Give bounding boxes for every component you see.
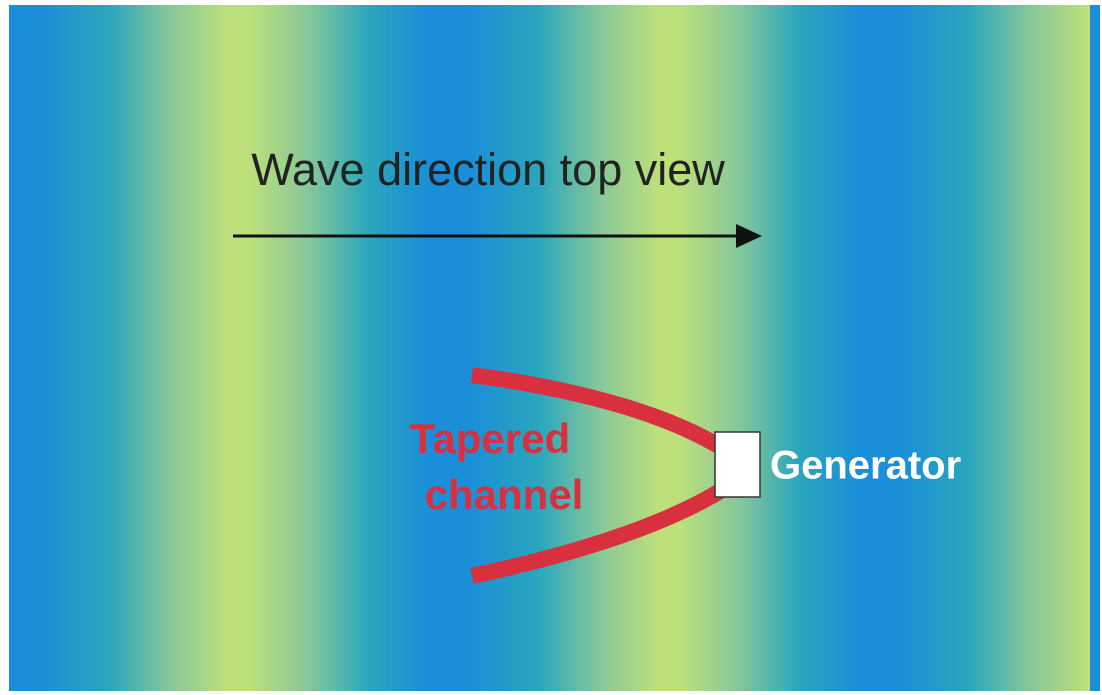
generator-label: Generator	[770, 444, 961, 488]
generator-box	[715, 432, 760, 497]
channel-label-line1: Tapered	[410, 415, 570, 462]
page: {"wave_label": "Wave direction top view"…	[0, 0, 1102, 695]
diagram: Wave direction top view Tapered channel …	[0, 0, 1102, 695]
arrow-head	[736, 224, 762, 248]
wave-direction-label: Wave direction top view	[251, 144, 725, 195]
channel-label-line2: channel	[425, 471, 584, 518]
